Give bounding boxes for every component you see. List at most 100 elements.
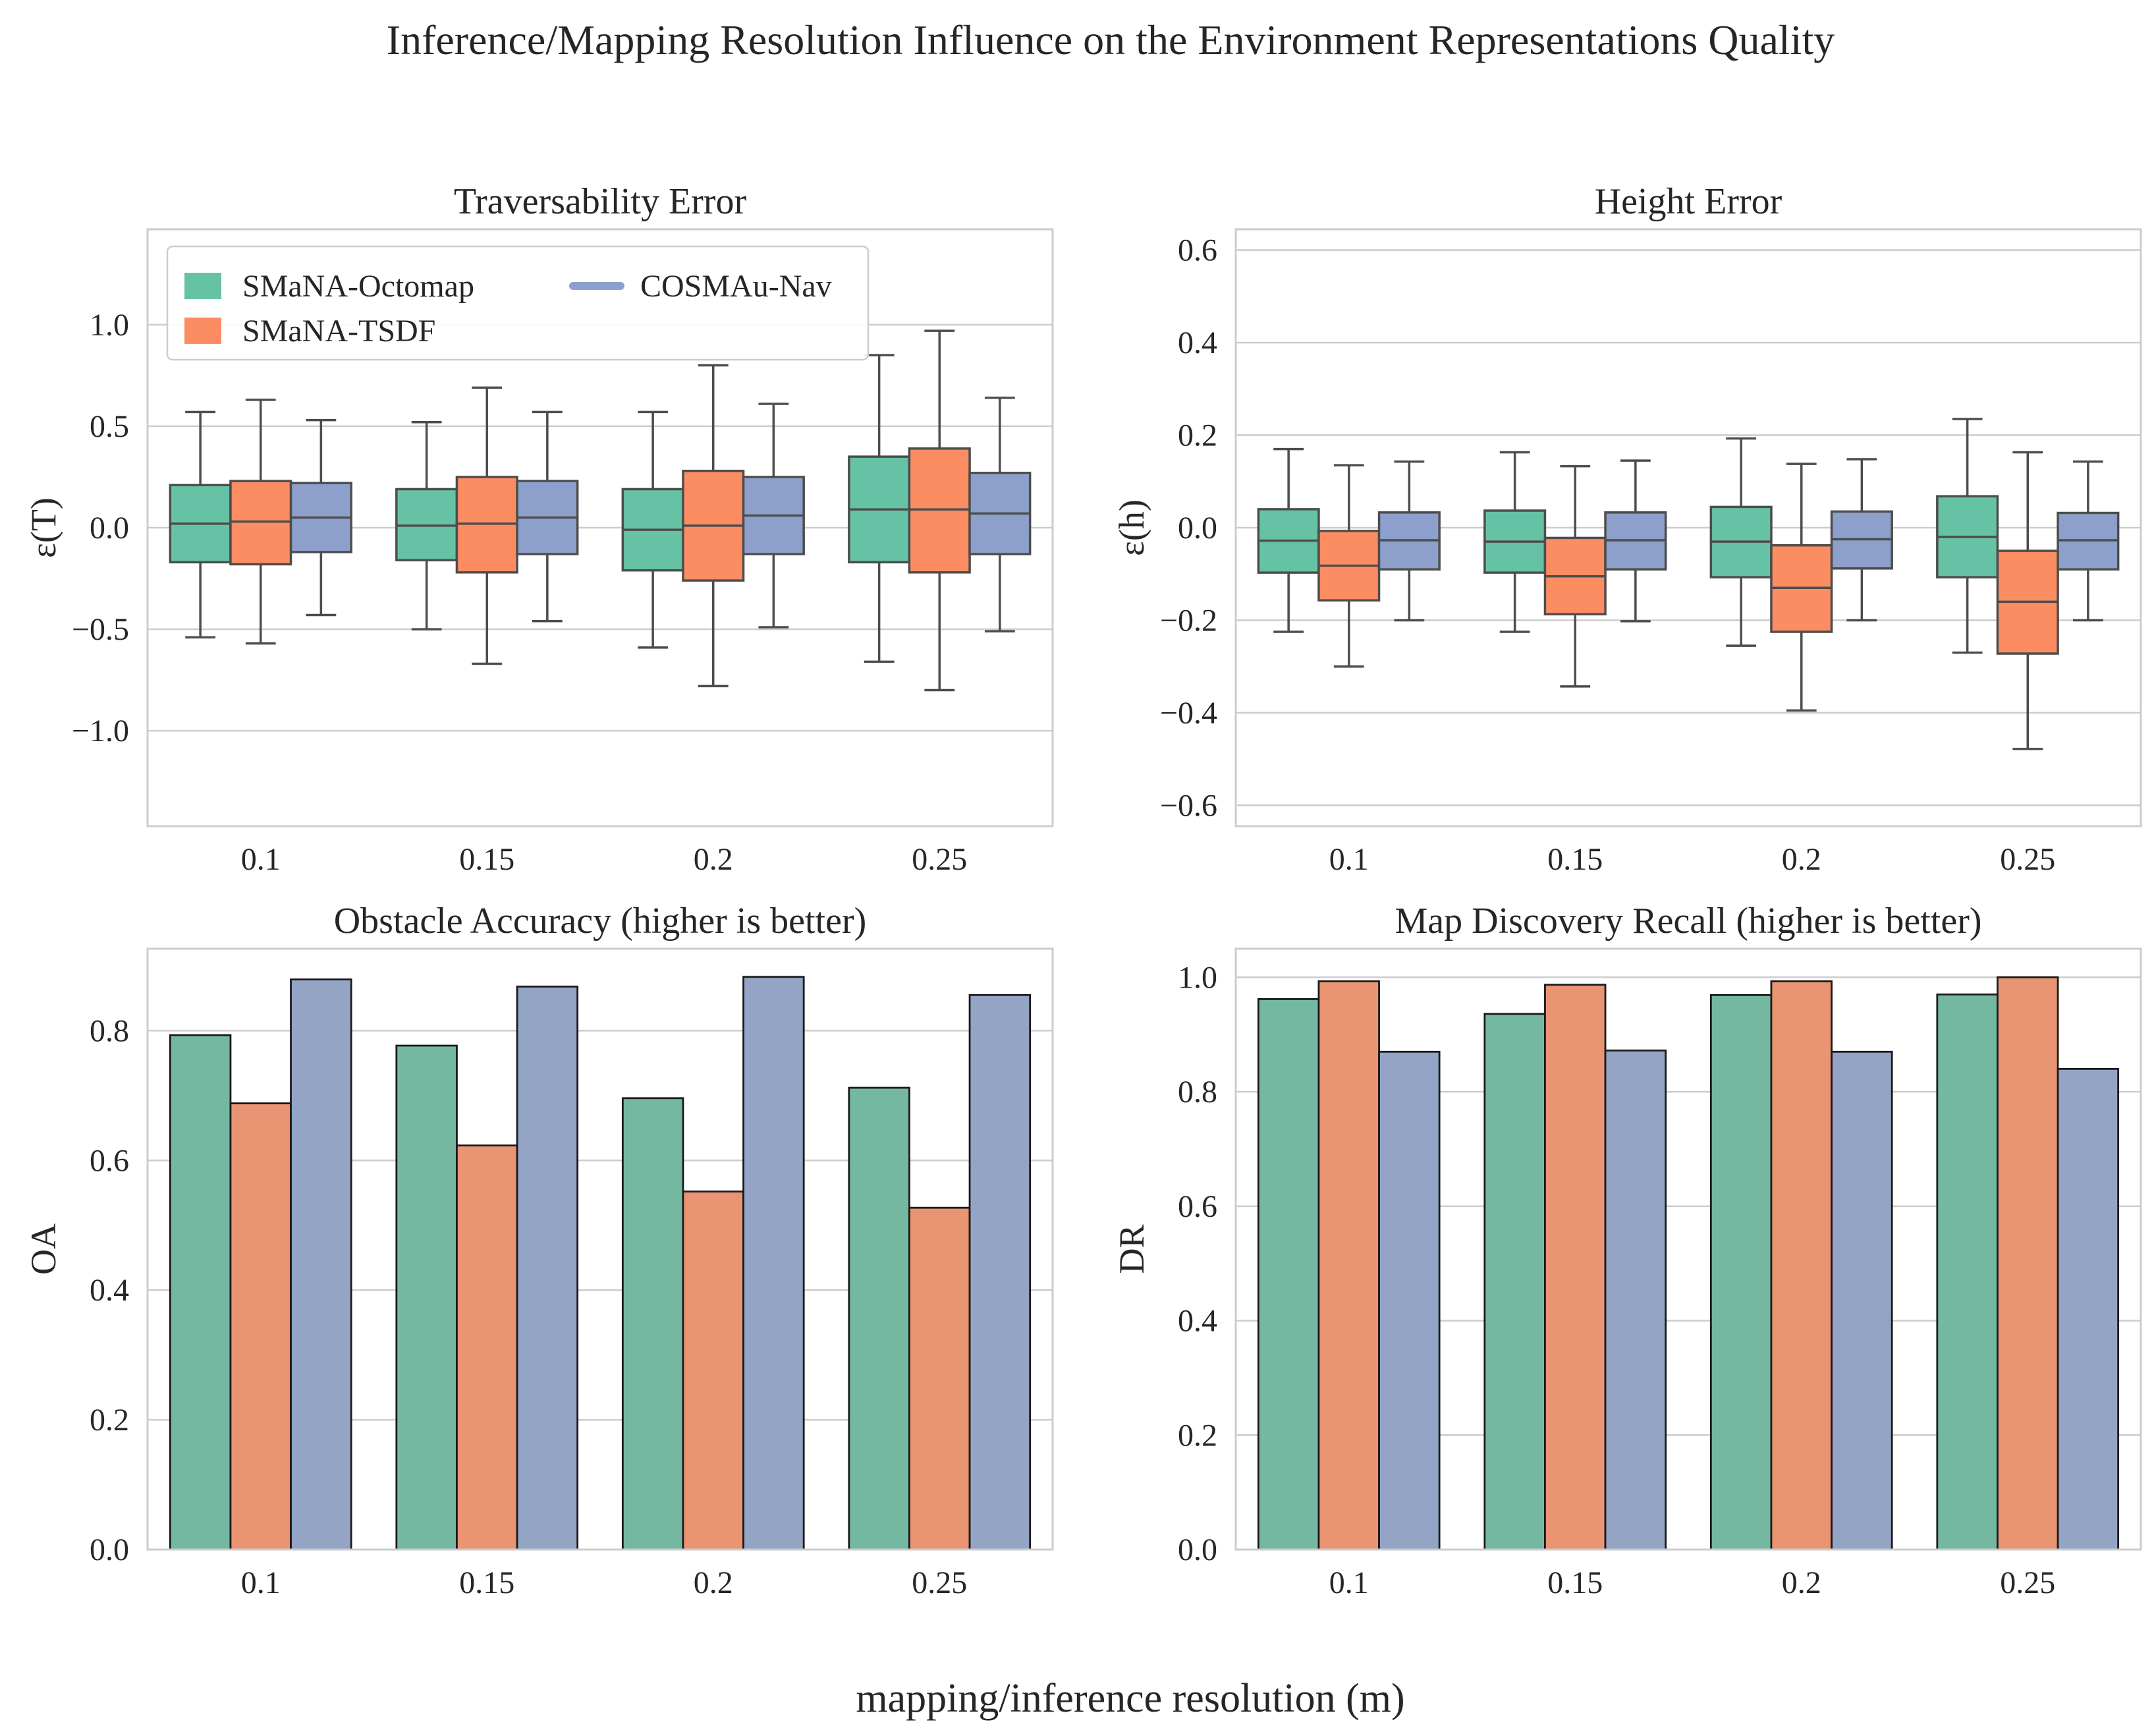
- bar-smana-tsdf-0.1: [1317, 980, 1380, 1551]
- x-tick-label: 0.25: [2000, 1565, 2055, 1600]
- y-tick-label: 1.0: [1178, 960, 1217, 995]
- axes-frame: [1234, 228, 2142, 827]
- panel-trav: −1.0 −0.5 0.0 0.5 1.0 0.1 0.15 0.2 0.25 Traversab…: [24, 181, 1054, 877]
- y-tick-label: 0.4: [1178, 325, 1217, 360]
- box-smana-tsdf-0.15: [1543, 464, 1607, 688]
- y-tick-label: 0.6: [90, 1143, 129, 1178]
- y-tick-label: 1.0: [90, 308, 129, 343]
- x-tick-label: 0.25: [912, 1565, 967, 1600]
- box-smana-octomap-0.25: [848, 354, 911, 663]
- box-smana-octomap-0.25: [1936, 418, 1999, 654]
- x-tick-label: 0.25: [2000, 842, 2055, 877]
- legend-label: SMaNA-Octomap: [242, 269, 474, 304]
- box-cosmau-nav-0.2: [742, 403, 805, 629]
- x-tick-label: 0.1: [241, 842, 281, 877]
- panel-title: Height Error: [1595, 181, 1783, 222]
- x-tick-label: 0.1: [241, 1565, 281, 1600]
- x-tick-label: 0.15: [459, 1565, 514, 1600]
- axes-frame: [146, 947, 1054, 1551]
- bar-smana-octomap-0.1: [1257, 998, 1320, 1551]
- axes-frame: [146, 228, 1054, 827]
- bar-cosmau-nav-0.15: [1604, 1050, 1667, 1551]
- panel-title: Obstacle Accuracy (higher is better): [334, 901, 867, 941]
- legend-item-cosmau-nav: COSMAu-Nav: [569, 269, 832, 304]
- y-tick-label: −0.6: [1160, 788, 1217, 823]
- x-tick-label: 0.2: [694, 842, 733, 877]
- box-smana-tsdf-0.25: [1996, 451, 2059, 750]
- bar-smana-octomap-0.2: [621, 1097, 684, 1551]
- bar-smana-octomap-0.2: [1709, 994, 1773, 1551]
- y-tick-label: 0.2: [1178, 418, 1217, 453]
- bar-cosmau-nav-0.15: [516, 986, 579, 1551]
- x-tick-label: 0.1: [1329, 1565, 1369, 1600]
- y-tick-label: −0.2: [1160, 603, 1217, 638]
- y-tick-label: 0.0: [90, 511, 129, 546]
- y-tick-label: 0.2: [90, 1403, 129, 1438]
- y-tick-label: 0.2: [1178, 1418, 1217, 1453]
- bar-cosmau-nav-0.2: [1831, 1050, 1893, 1551]
- bar-smana-octomap-0.25: [848, 1086, 910, 1551]
- bar-cosmau-nav-0.25: [2057, 1068, 2120, 1551]
- box-smana-tsdf-0.1: [1317, 464, 1381, 668]
- legend: SMaNA-Octomap SMaNA-TSDF COSMAu-Nav: [166, 245, 870, 361]
- figure-suptitle: Inference/Mapping Resolution Influence o…: [387, 16, 1835, 63]
- panel-title: Traversability Error: [454, 181, 747, 222]
- box-smana-octomap-0.15: [1483, 451, 1547, 633]
- y-tick-label: 0.8: [1178, 1075, 1217, 1109]
- y-axis-label: OA: [24, 1223, 63, 1275]
- box-smana-tsdf-0.2: [682, 364, 745, 688]
- bar-smana-tsdf-0.25: [908, 1206, 971, 1551]
- x-tick-label: 0.15: [459, 842, 514, 877]
- bar-smana-tsdf-0.15: [1544, 984, 1607, 1551]
- y-tick-label: −1.0: [72, 714, 129, 748]
- box-cosmau-nav-0.25: [968, 397, 1032, 632]
- box-cosmau-nav-0.15: [516, 410, 579, 623]
- bar-cosmau-nav-0.1: [1378, 1050, 1441, 1551]
- y-tick-label: −0.4: [1160, 696, 1217, 731]
- panel-height: −0.6 −0.4 −0.2 0.0 0.2 0.4 0.6 0.1 0.15 0.2 0.25 He…: [1112, 181, 2142, 877]
- x-tick-label: 0.25: [912, 842, 967, 877]
- box-smana-tsdf-0.1: [229, 399, 292, 645]
- y-axis-label: DR: [1112, 1224, 1151, 1274]
- y-tick-label: 0.8: [90, 1013, 129, 1048]
- box-cosmau-nav-0.15: [1604, 459, 1667, 623]
- bar-smana-tsdf-0.2: [1770, 980, 1833, 1551]
- box-smana-tsdf-0.15: [455, 386, 518, 665]
- y-tick-label: 0.0: [90, 1532, 129, 1567]
- bar-smana-octomap-0.15: [1483, 1013, 1546, 1551]
- box-smana-octomap-0.2: [621, 410, 684, 649]
- bar-smana-tsdf-0.15: [456, 1144, 518, 1551]
- legend-item-smana-octomap: SMaNA-Octomap: [184, 269, 474, 304]
- x-tick-label: 0.2: [1782, 1565, 1821, 1600]
- y-tick-label: 0.4: [90, 1273, 129, 1308]
- bar-cosmau-nav-0.25: [968, 994, 1032, 1551]
- y-tick-label: −0.5: [72, 612, 129, 647]
- bar-smana-tsdf-0.1: [229, 1102, 292, 1551]
- y-tick-label: 0.6: [1178, 233, 1217, 268]
- legend-item-smana-tsdf: SMaNA-TSDF: [184, 314, 435, 349]
- y-tick-label: 0.5: [90, 409, 129, 444]
- y-tick-label: 0.0: [1178, 511, 1217, 546]
- panel-dr: 0.0 0.2 0.4 0.6 0.8 1.0 0.1 0.15 0.2 0.25 Map Disc…: [1112, 901, 2142, 1600]
- x-tick-label: 0.2: [694, 1565, 733, 1600]
- legend-frame: [166, 245, 870, 361]
- panels: −1.0 −0.5 0.0 0.5 1.0 0.1 0.15 0.2 0.25 Traversab…: [24, 181, 2142, 1600]
- box-smana-octomap-0.15: [395, 421, 458, 630]
- bar-cosmau-nav-0.2: [742, 976, 805, 1551]
- legend-label: SMaNA-TSDF: [242, 314, 435, 349]
- box-smana-tsdf-0.25: [908, 329, 971, 692]
- figure-xlabel: mapping/inference resolution (m): [856, 1676, 1404, 1721]
- bar-cosmau-nav-0.1: [290, 978, 352, 1551]
- y-axis-label: ε(h): [1112, 499, 1151, 556]
- y-tick-label: 0.6: [1178, 1189, 1217, 1224]
- legend-label: COSMAu-Nav: [640, 269, 832, 304]
- bar-smana-tsdf-0.25: [1997, 976, 2059, 1551]
- box-smana-octomap-0.1: [169, 410, 232, 639]
- x-tick-label: 0.1: [1329, 842, 1369, 877]
- panel-oa: 0.0 0.2 0.4 0.6 0.8 0.1 0.15 0.2 0.25 Obstacle Ac…: [24, 901, 1054, 1600]
- bar-smana-octomap-0.1: [169, 1034, 232, 1551]
- box-smana-octomap-0.1: [1257, 447, 1320, 633]
- bar-smana-tsdf-0.2: [682, 1190, 744, 1551]
- axes-frame: [1234, 947, 2142, 1551]
